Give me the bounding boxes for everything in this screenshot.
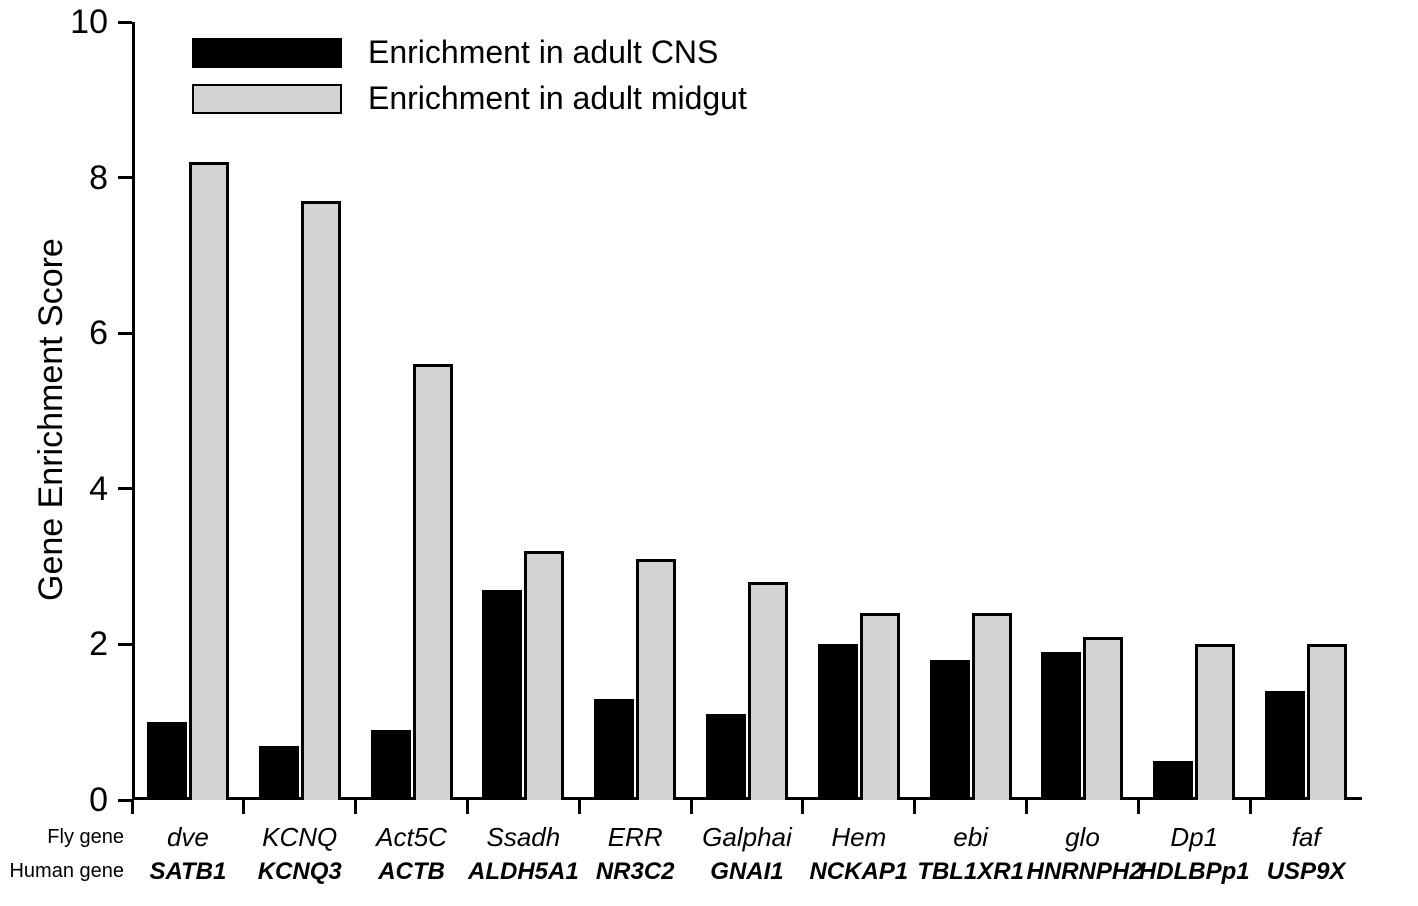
bar-midgut <box>413 364 453 800</box>
y-tick <box>118 176 132 179</box>
bar-midgut <box>860 613 900 800</box>
bar-midgut <box>748 582 788 800</box>
x-group-tick <box>1137 800 1140 814</box>
x-category-human: NCKAP1 <box>803 858 915 886</box>
x-category-human: NR3C2 <box>579 858 691 886</box>
y-tick <box>118 643 132 646</box>
bar-cns <box>371 730 411 800</box>
x-group-tick <box>578 800 581 814</box>
y-tick-label: 0 <box>58 781 108 820</box>
x-category-human: ALDH5A1 <box>467 858 579 886</box>
x-category-human: ACTB <box>356 858 468 886</box>
bar-cns <box>706 714 746 800</box>
x-group-tick <box>466 800 469 814</box>
y-tick-label: 4 <box>58 470 108 509</box>
plot-area <box>132 22 1362 800</box>
bar-cns <box>147 722 187 800</box>
y-tick <box>118 332 132 335</box>
x-category-fly: Act5C <box>356 822 468 853</box>
bar-midgut <box>524 551 564 800</box>
legend-label: Enrichment in adult midgut <box>368 80 747 117</box>
x-category-human: TBL1XR1 <box>915 858 1027 886</box>
x-category-human: KCNQ3 <box>244 858 356 886</box>
y-tick-label: 10 <box>58 3 108 42</box>
x-category-human: HDLBPp1 <box>1138 858 1250 886</box>
legend-row: Enrichment in adult CNS <box>192 34 718 71</box>
x-group-tick <box>801 800 804 814</box>
bar-midgut <box>189 162 229 800</box>
bar-cns <box>1153 761 1193 800</box>
x-category-fly: KCNQ <box>244 822 356 853</box>
x-row-label-fly: Fly gene <box>0 826 124 849</box>
x-group-tick <box>690 800 693 814</box>
bar-midgut <box>1083 637 1123 800</box>
bar-cns <box>1265 691 1305 800</box>
x-group-tick <box>1249 800 1252 814</box>
x-category-human: GNAI1 <box>691 858 803 886</box>
x-category-fly: faf <box>1250 822 1362 853</box>
y-axis <box>132 22 135 800</box>
legend-label: Enrichment in adult CNS <box>368 34 718 71</box>
x-category-fly: Ssadh <box>467 822 579 853</box>
legend-swatch <box>192 84 342 114</box>
bar-cns <box>818 644 858 800</box>
x-category-fly: Hem <box>803 822 915 853</box>
x-category-fly: Galphai <box>691 822 803 853</box>
x-row-label-human: Human gene <box>0 860 124 883</box>
x-group-tick <box>131 800 134 814</box>
x-category-human: USP9X <box>1250 858 1362 886</box>
bar-cns <box>594 699 634 800</box>
bar-midgut <box>972 613 1012 800</box>
x-group-tick <box>354 800 357 814</box>
legend-row: Enrichment in adult midgut <box>192 80 747 117</box>
x-category-fly: ERR <box>579 822 691 853</box>
bar-cns <box>930 660 970 800</box>
bar-cns <box>1041 652 1081 800</box>
bar-midgut <box>1307 644 1347 800</box>
x-category-fly: Dp1 <box>1138 822 1250 853</box>
y-axis-label: Gene Enrichment Score <box>32 238 71 601</box>
bar-cns <box>482 590 522 800</box>
x-group-tick <box>913 800 916 814</box>
y-tick <box>118 487 132 490</box>
x-category-fly: dve <box>132 822 244 853</box>
bar-cns <box>259 746 299 800</box>
bar-midgut <box>636 559 676 800</box>
bar-midgut <box>301 201 341 800</box>
x-category-fly: ebi <box>915 822 1027 853</box>
y-tick-label: 2 <box>58 625 108 664</box>
y-tick-label: 8 <box>58 159 108 198</box>
x-group-tick <box>242 800 245 814</box>
x-category-human: SATB1 <box>132 858 244 886</box>
y-tick-label: 6 <box>58 314 108 353</box>
bar-midgut <box>1195 644 1235 800</box>
legend-swatch <box>192 38 342 68</box>
x-category-human: HNRNPH2 <box>1027 858 1139 886</box>
chart-container: Gene Enrichment Score Enrichment in adul… <box>0 0 1418 906</box>
x-group-tick <box>1025 800 1028 814</box>
x-category-fly: glo <box>1027 822 1139 853</box>
y-tick <box>118 21 132 24</box>
